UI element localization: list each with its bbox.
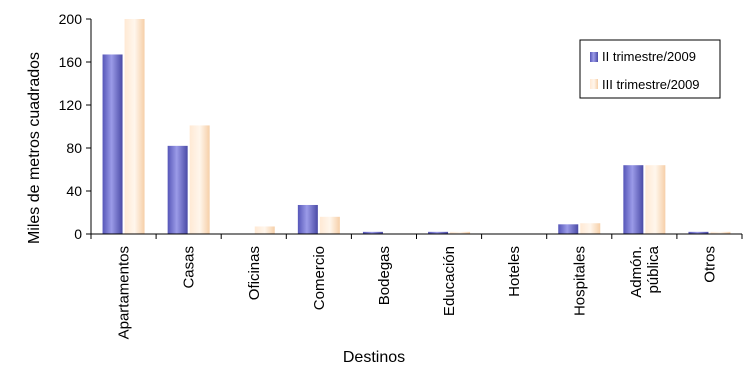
bar-series-2-cat-1 [124, 19, 145, 234]
plot-area [102, 19, 731, 234]
y-tick-label: 120 [59, 97, 83, 113]
bar-series-2-cat-4 [319, 216, 340, 234]
legend-swatch-series-1 [590, 52, 598, 62]
y-tick-label: 0 [74, 226, 82, 242]
legend-label-series-1: II trimestre/2009 [602, 49, 696, 64]
bar-series-1-cat-2 [167, 145, 188, 234]
x-tick-label: Otros [701, 246, 718, 283]
bar-series-2-cat-3 [254, 226, 275, 234]
y-tick-label: 80 [66, 140, 82, 156]
bar-series-1-cat-8 [558, 224, 579, 234]
bar-series-2-cat-8 [580, 223, 601, 234]
y-tick-label: 200 [59, 11, 83, 27]
bar-series-1-cat-4 [297, 204, 318, 234]
x-tick-label: Bodegas [376, 246, 393, 305]
x-tick-label: Comercio [311, 246, 328, 310]
bar-series-1-cat-9 [623, 165, 644, 234]
bar-series-1-cat-6 [428, 231, 449, 234]
bar-series-2-cat-9 [645, 165, 666, 234]
bar-series-2-cat-2 [189, 125, 210, 234]
x-tick-label: Admón. [628, 246, 645, 298]
x-tick-label: Educación [441, 246, 458, 316]
x-tick-label: Oficinas [246, 246, 263, 300]
y-axis: 0 40 80 120 160 200 [59, 11, 92, 242]
bar-series-1-cat-5 [362, 231, 383, 234]
bar-series-1-cat-10 [688, 231, 709, 234]
legend: II trimestre/2009 III trimestre/2009 [579, 39, 721, 99]
x-axis-title: Destinos [343, 349, 405, 366]
legend-label-series-2: III trimestre/2009 [602, 77, 700, 92]
x-tick-label: Hoteles [506, 246, 523, 297]
y-axis-title: Miles de metros cuadrados [26, 52, 43, 244]
x-axis: Apartamentos Casas Oficinas Comercio Bodegas… [90, 233, 743, 339]
x-tick-label: Casas [181, 246, 198, 289]
y-tick-label: 40 [66, 183, 82, 199]
bar-series-2-cat-10 [710, 231, 731, 234]
y-tick-label: 160 [59, 54, 83, 70]
x-tick-label: Apartamentos [116, 246, 133, 339]
legend-box [579, 39, 721, 99]
x-tick-label: pública [645, 245, 662, 293]
x-tick-label: Hospitales [571, 246, 588, 316]
bar-series-1-cat-1 [102, 54, 123, 234]
bar-series-2-cat-6 [450, 231, 471, 234]
legend-swatch-series-2 [590, 79, 598, 89]
